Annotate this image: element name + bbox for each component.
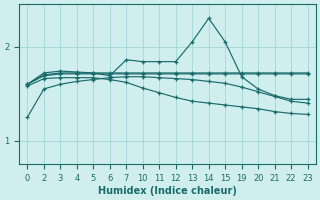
- X-axis label: Humidex (Indice chaleur): Humidex (Indice chaleur): [98, 186, 237, 196]
